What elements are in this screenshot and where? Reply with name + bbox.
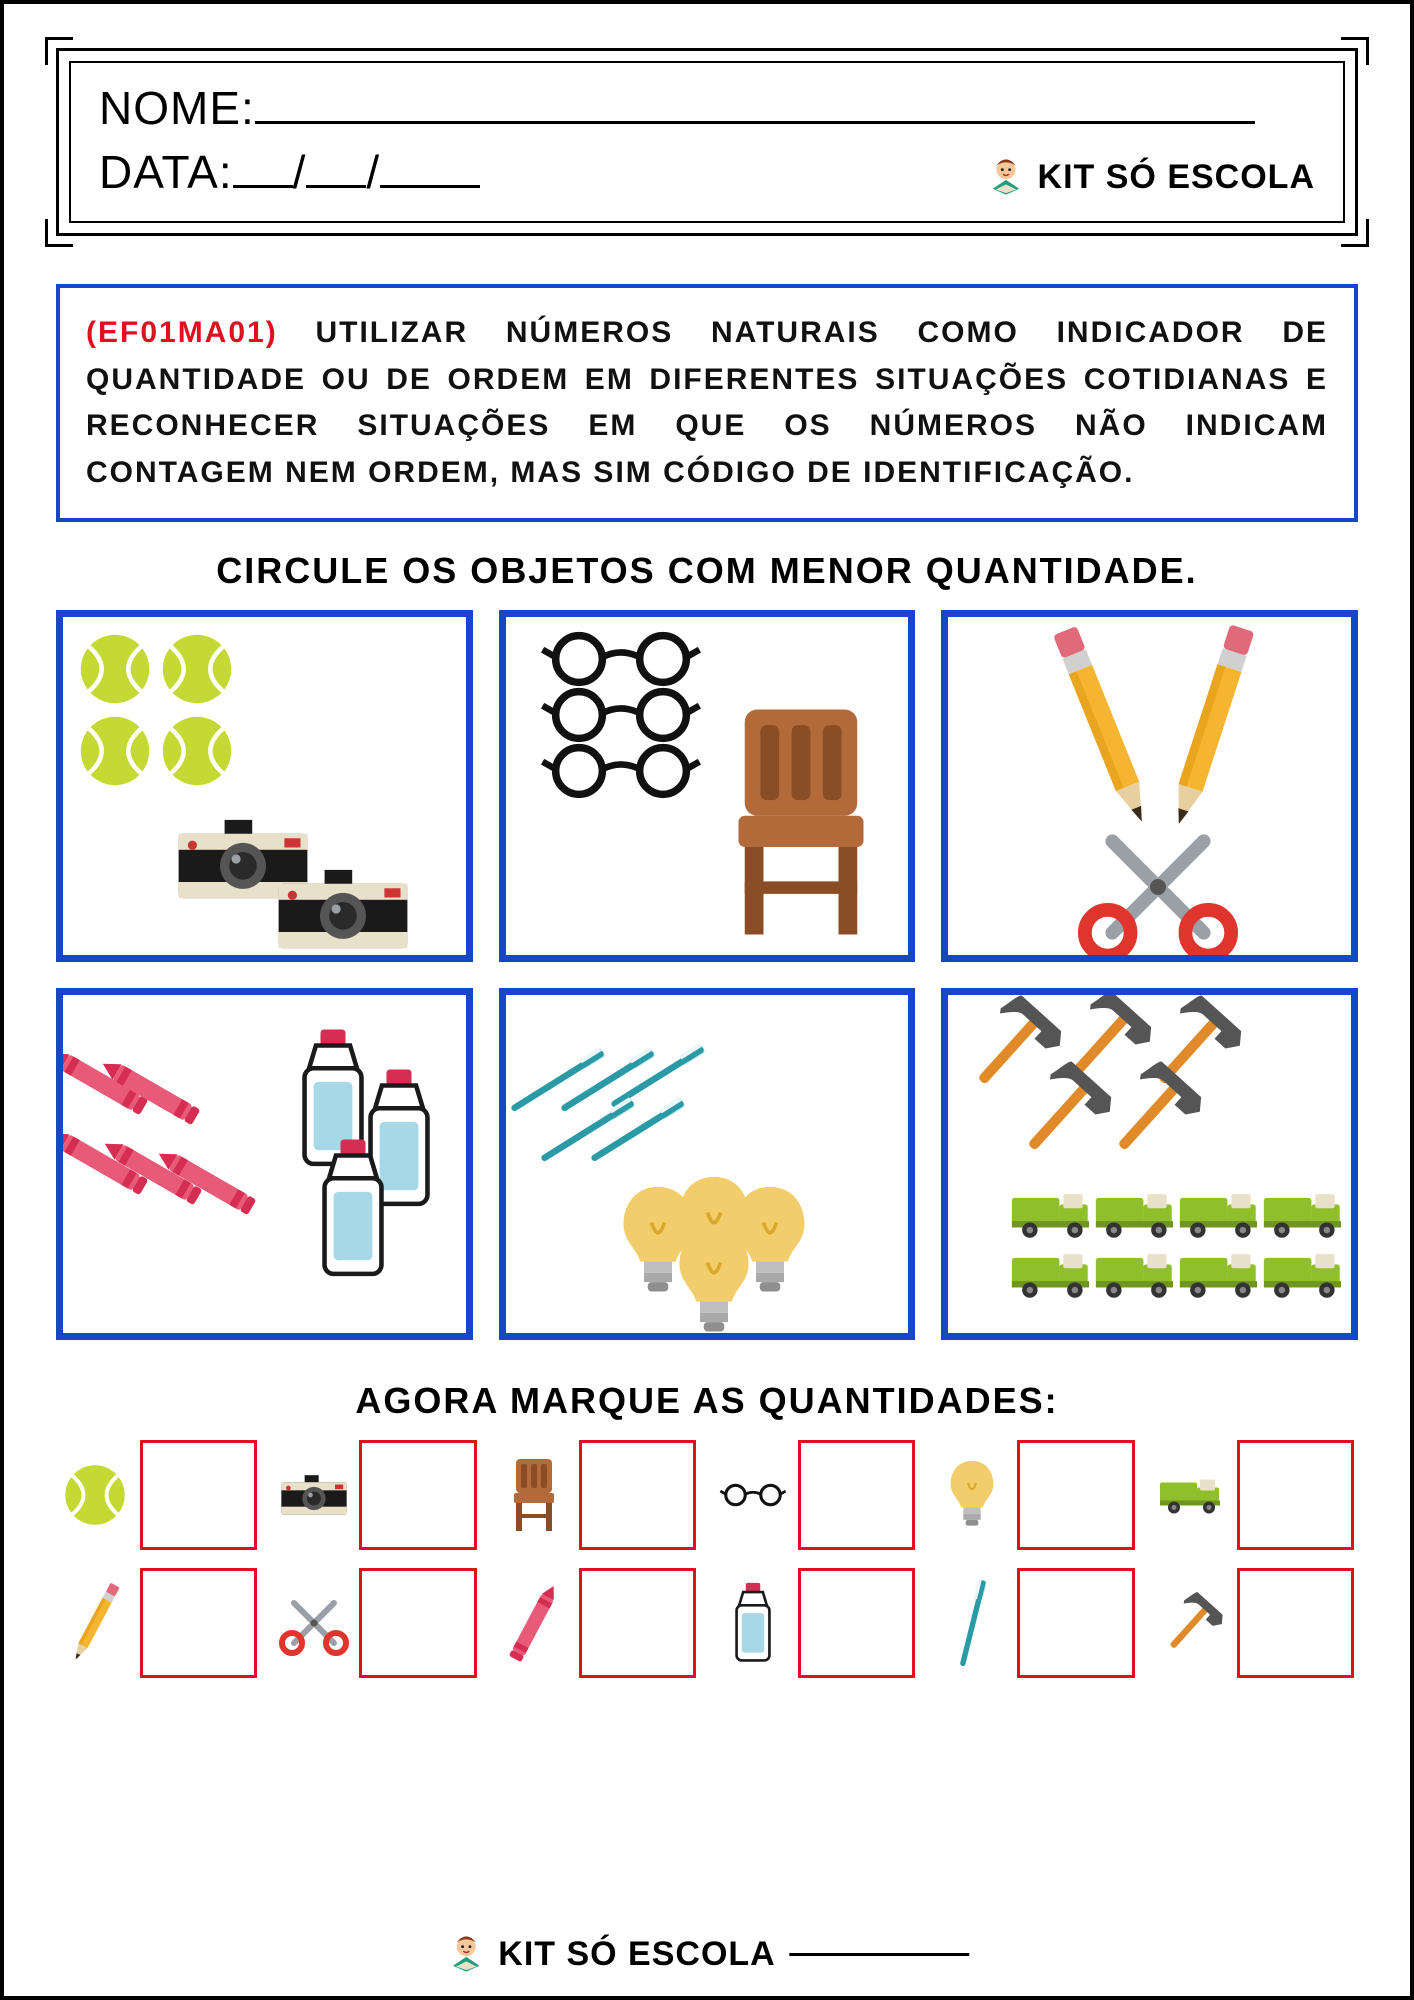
cell-6[interactable] bbox=[941, 988, 1358, 1340]
answer-toothbrush bbox=[937, 1568, 1134, 1678]
header-frame: NOME: DATA: / / KIT SÓ ESCOLA bbox=[56, 48, 1358, 236]
cell-4[interactable] bbox=[56, 988, 473, 1340]
date-label: DATA: bbox=[99, 146, 233, 198]
brand-kid-icon bbox=[444, 1932, 488, 1976]
answer-camera bbox=[279, 1440, 476, 1550]
tennis-ball-icon bbox=[159, 713, 235, 789]
truck-icon bbox=[1092, 1245, 1182, 1303]
pencil-icon bbox=[1153, 620, 1267, 836]
cell-2[interactable] bbox=[499, 610, 916, 962]
date-row: DATA: / / KIT SÓ ESCOLA bbox=[99, 145, 1315, 199]
pencil-icon bbox=[1041, 621, 1168, 835]
objective-box: (EF01MA01) UTILIZAR NÚMEROS NATURAIS COM… bbox=[56, 284, 1358, 522]
lightbulb-icon bbox=[672, 1221, 756, 1340]
hammer-icon bbox=[1157, 1588, 1227, 1658]
answer-pencil bbox=[60, 1568, 257, 1678]
answer-glue bbox=[718, 1568, 915, 1678]
brand-kid-icon bbox=[984, 155, 1028, 199]
footer-underline bbox=[790, 1953, 970, 1956]
truck-icon bbox=[1260, 1185, 1350, 1243]
name-label: NOME: bbox=[99, 82, 255, 134]
tennis-ball-icon bbox=[159, 631, 235, 707]
truck-icon bbox=[1176, 1245, 1266, 1303]
name-row: NOME: bbox=[99, 81, 1315, 135]
answer-hammer bbox=[1157, 1568, 1354, 1678]
glue-icon bbox=[718, 1588, 788, 1658]
answer-box[interactable] bbox=[359, 1440, 476, 1550]
truck-icon bbox=[1260, 1245, 1350, 1303]
answer-box[interactable] bbox=[1237, 1568, 1354, 1678]
answer-box[interactable] bbox=[1237, 1440, 1354, 1550]
answer-box[interactable] bbox=[359, 1568, 476, 1678]
cell-1[interactable] bbox=[56, 610, 473, 962]
answer-box[interactable] bbox=[798, 1440, 915, 1550]
truck-icon bbox=[1176, 1185, 1266, 1243]
glasses-icon bbox=[536, 743, 706, 799]
answer-scissors bbox=[279, 1568, 476, 1678]
worksheet-page: NOME: DATA: / / KIT SÓ ESCOLA (EF01MA01) U… bbox=[0, 0, 1414, 2000]
task2-grid bbox=[60, 1440, 1354, 1678]
brand-text: KIT SÓ ESCOLA bbox=[498, 1935, 775, 1974]
brand-top: KIT SÓ ESCOLA bbox=[984, 155, 1315, 199]
tennis-ball-icon bbox=[77, 631, 153, 707]
date-sep-2: / bbox=[366, 146, 380, 198]
task2-title: AGORA MARQUE AS QUANTIDADES: bbox=[38, 1380, 1376, 1422]
crayon-icon bbox=[499, 1588, 569, 1658]
glasses-icon bbox=[536, 687, 706, 743]
brand-footer: KIT SÓ ESCOLA bbox=[444, 1932, 969, 1976]
answer-lightbulb bbox=[937, 1440, 1134, 1550]
chair-icon bbox=[706, 697, 896, 947]
answer-tennis-ball bbox=[60, 1440, 257, 1550]
task1-grid bbox=[56, 610, 1358, 1340]
objective-code: (EF01MA01) bbox=[86, 316, 278, 349]
cell-5[interactable] bbox=[499, 988, 916, 1340]
header-inner: NOME: DATA: / / KIT SÓ ESCOLA bbox=[69, 61, 1345, 223]
scissors-icon bbox=[1078, 807, 1238, 962]
glue-icon bbox=[313, 1135, 393, 1283]
answer-truck bbox=[1157, 1440, 1354, 1550]
answer-box[interactable] bbox=[1017, 1568, 1134, 1678]
answer-chair bbox=[499, 1440, 696, 1550]
answer-crayon bbox=[499, 1568, 696, 1678]
tennis-ball-icon bbox=[77, 713, 153, 789]
answer-box[interactable] bbox=[579, 1440, 696, 1550]
name-field-line[interactable] bbox=[255, 83, 1255, 124]
camera-icon bbox=[273, 863, 413, 955]
brand-text: KIT SÓ ESCOLA bbox=[1038, 158, 1315, 197]
answer-box[interactable] bbox=[140, 1440, 257, 1550]
truck-icon bbox=[1008, 1185, 1098, 1243]
task1-title: CIRCULE OS OBJETOS COM MENOR QUANTIDADE. bbox=[38, 550, 1376, 592]
camera-icon bbox=[279, 1460, 349, 1530]
pencil-icon bbox=[60, 1588, 130, 1658]
lightbulb-icon bbox=[937, 1460, 1007, 1530]
toothbrush-icon bbox=[937, 1588, 1007, 1658]
answer-box[interactable] bbox=[1017, 1440, 1134, 1550]
truck-icon bbox=[1008, 1245, 1098, 1303]
scissors-icon bbox=[279, 1588, 349, 1658]
answer-box[interactable] bbox=[579, 1568, 696, 1678]
answer-box[interactable] bbox=[140, 1568, 257, 1678]
tennis-ball-icon bbox=[60, 1460, 130, 1530]
chair-icon bbox=[499, 1460, 569, 1530]
date-field[interactable]: DATA: / / bbox=[99, 145, 480, 199]
glasses-icon bbox=[536, 631, 706, 687]
cell-3[interactable] bbox=[941, 610, 1358, 962]
truck-icon bbox=[1092, 1185, 1182, 1243]
answer-glasses bbox=[718, 1440, 915, 1550]
answer-box[interactable] bbox=[798, 1568, 915, 1678]
date-sep-1: / bbox=[293, 146, 307, 198]
truck-icon bbox=[1157, 1460, 1227, 1530]
glasses-icon bbox=[718, 1460, 788, 1530]
